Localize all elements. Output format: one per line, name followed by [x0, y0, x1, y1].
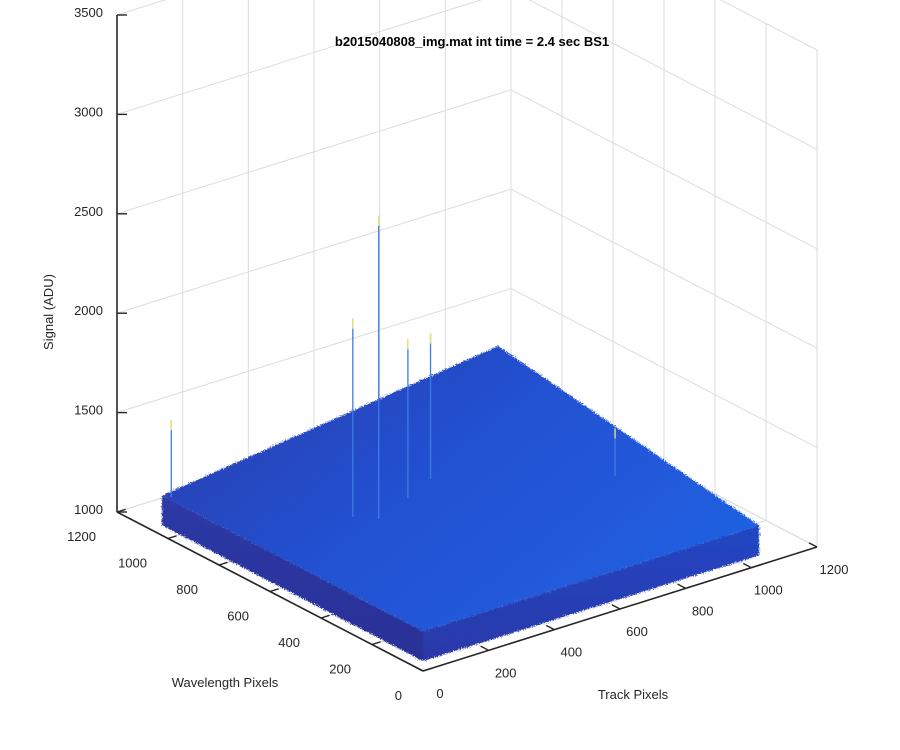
- y-tick-label: 600: [227, 609, 249, 624]
- axis-tick: [546, 624, 555, 631]
- z-tick-label: 1000: [74, 502, 103, 517]
- grid-line: [116, 188, 512, 314]
- axis-tick: [218, 561, 228, 566]
- chart-title: b2015040808_img.mat int time = 2.4 sec B…: [335, 34, 609, 49]
- z-tick-label: 1500: [74, 403, 103, 418]
- axis-tick: [743, 562, 752, 569]
- axes: [116, 14, 818, 672]
- z-axis-label: Signal (ADU): [41, 274, 56, 350]
- y-axis-label: Wavelength Pixels: [172, 675, 279, 690]
- y-tick-label: 400: [278, 635, 300, 650]
- x-tick-label: 600: [626, 624, 648, 639]
- axis-tick: [677, 583, 686, 589]
- grid-line: [719, 0, 818, 51]
- axis-tick: [167, 535, 177, 540]
- surface-side-track-edge: [423, 525, 760, 662]
- axis-tick: [480, 645, 489, 651]
- x-tick-label: 0: [436, 686, 443, 701]
- x-tick-label: 1200: [820, 562, 849, 577]
- z-tick-label: 3500: [74, 5, 103, 20]
- z-tick-label: 2500: [74, 204, 103, 219]
- grid-line: [116, 288, 512, 414]
- grid-line: [116, 89, 512, 215]
- grid-line: [116, 0, 483, 115]
- y-tick-label: 0: [395, 688, 402, 703]
- y-tick-label: 800: [176, 582, 198, 597]
- axis-tick: [371, 641, 381, 646]
- y-tick-label: 1200: [67, 529, 96, 544]
- axis-tick: [808, 542, 818, 548]
- axis-tick: [611, 604, 621, 610]
- grid-line: [510, 89, 818, 250]
- y-tick-label: 1000: [118, 556, 147, 571]
- surface-top: [161, 346, 760, 632]
- grid-line: [510, 288, 818, 449]
- z-tick-label: 3000: [74, 104, 103, 119]
- axis-tick: [320, 614, 330, 619]
- spikes: [170, 215, 616, 520]
- surface-side-wavelength-edge: [161, 495, 423, 662]
- x-tick-label: 400: [560, 645, 582, 660]
- axis-tick: [414, 666, 424, 672]
- z-tick-label: 2000: [74, 303, 103, 318]
- surface: [161, 346, 760, 662]
- y-tick-label: 200: [329, 662, 351, 677]
- tick-labels: 0 200 400 600 800 1000 1200 0 200 400 600 800 1000 12…: [67, 5, 848, 703]
- x-tick-label: 200: [495, 665, 517, 680]
- axis-tick: [422, 667, 432, 672]
- x-axis-label: Track Pixels: [598, 687, 669, 702]
- grid-line: [510, 188, 818, 349]
- x-tick-label: 1000: [754, 583, 783, 598]
- x-tick-label: 800: [692, 603, 714, 618]
- grid-line: [528, 0, 818, 150]
- axis-tick: [269, 588, 279, 593]
